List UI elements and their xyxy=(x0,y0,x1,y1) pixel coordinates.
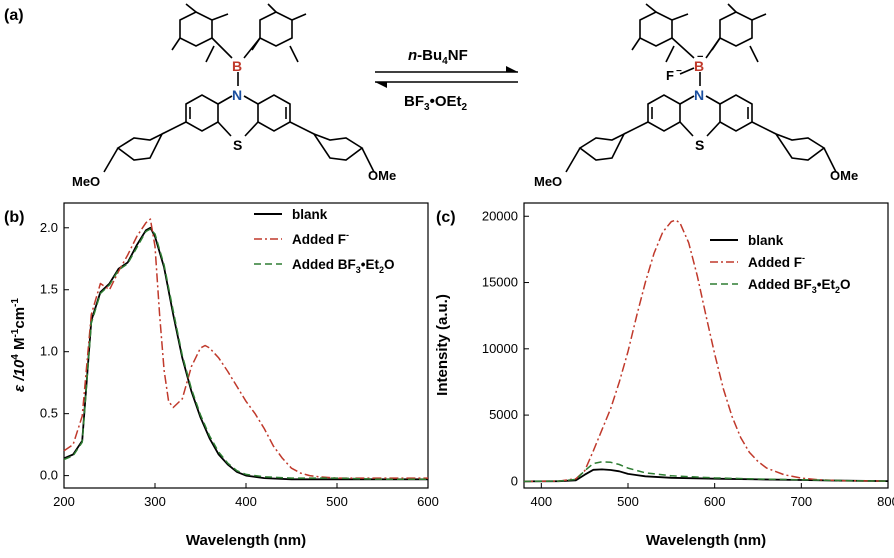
atom-nitrogen-left: N xyxy=(232,87,242,103)
molecule-left: B N S MeO OMe xyxy=(72,3,396,189)
y-tick-label-c-4: 20000 xyxy=(482,208,518,223)
legend-c-label-bf3: Added BF3•Et2O xyxy=(748,277,851,295)
legend-b-label-f: Added F- xyxy=(292,230,349,247)
legend-c: blank Added F- Added BF3•Et2O xyxy=(710,233,851,295)
fluorine-charge: − xyxy=(676,66,682,77)
methoxy-right-a: OMe xyxy=(368,168,396,183)
y-tick-label-b-0: 0.0 xyxy=(40,468,58,483)
methoxy-right-b: OMe xyxy=(830,168,858,183)
panel-label-b: (b) xyxy=(4,209,24,226)
x-tick-label-b-3: 500 xyxy=(326,494,348,509)
equilibrium-arrows xyxy=(375,66,518,88)
panel-label-a: (a) xyxy=(4,7,24,24)
boron-charge: − xyxy=(697,51,703,63)
x-axis-title-b: Wavelength (nm) xyxy=(186,532,306,549)
legend-c-label-blank: blank xyxy=(748,233,784,248)
reagent-forward: n-Bu4NF xyxy=(408,47,468,67)
legend-b-label-blank: blank xyxy=(292,207,328,222)
atom-sulfur-right: S xyxy=(695,137,704,153)
plot-frame-c xyxy=(523,202,889,489)
y-tick-label-c-0: 0 xyxy=(511,473,518,488)
atom-nitrogen-right: N xyxy=(694,87,704,103)
y-axis-title-b: ε /104 M-1cm-1 xyxy=(10,298,28,392)
molecule-right: B − F − N S MeO OMe xyxy=(534,3,858,189)
reaction-scheme: B N S MeO OMe n-Bu4NF BF3•OEt2 xyxy=(72,3,858,189)
series-line-b-0 xyxy=(63,226,428,481)
panel-label-c: (c) xyxy=(436,209,456,226)
series-line-b-2 xyxy=(63,228,428,481)
chart-emission: 400 500 600 700 800 0 5000 10000 15000 20000 Wave… xyxy=(434,202,894,549)
chart-absorption: 200 300 400 500 600 0.0 0.5 1.0 1.5 2.0 Wavelengt… xyxy=(10,202,439,549)
y-tick-label-b-1: 0.5 xyxy=(40,406,58,421)
methoxy-left-b: MeO xyxy=(534,174,562,189)
legend-b-label-bf3: Added BF3•Et2O xyxy=(292,257,395,275)
x-tick-label-b-2: 400 xyxy=(235,494,257,509)
reagent-reverse: BF3•OEt2 xyxy=(404,93,468,113)
y-axis-title-c: Intensity (a.u.) xyxy=(434,294,451,396)
series-line-c-0 xyxy=(523,468,889,483)
y-tick-label-c-2: 10000 xyxy=(482,341,518,356)
atom-fluorine: F xyxy=(666,68,674,83)
series-line-c-1 xyxy=(523,219,889,483)
y-tick-label-b-2: 1.0 xyxy=(40,344,58,359)
x-tick-label-c-4: 800 xyxy=(877,494,894,509)
atom-boron-left: B xyxy=(232,58,242,74)
y-tick-label-b-3: 1.5 xyxy=(40,282,58,297)
methoxy-left-a: MeO xyxy=(72,174,100,189)
x-tick-label-c-1: 500 xyxy=(617,494,639,509)
x-tick-label-b-0: 200 xyxy=(53,494,75,509)
atom-boron-right: B xyxy=(694,58,704,74)
atom-sulfur-left: S xyxy=(233,137,242,153)
y-tick-label-c-3: 15000 xyxy=(482,275,518,290)
x-tick-label-c-0: 400 xyxy=(530,494,552,509)
y-tick-label-b-4: 2.0 xyxy=(40,220,58,235)
x-tick-label-b-4: 600 xyxy=(417,494,439,509)
series-line-c-2 xyxy=(523,461,889,483)
x-tick-label-c-2: 600 xyxy=(704,494,726,509)
legend-c-label-f: Added F- xyxy=(748,253,805,270)
y-tick-label-c-1: 5000 xyxy=(489,407,518,422)
x-axis-title-c: Wavelength (nm) xyxy=(646,532,766,549)
x-tick-label-b-1: 300 xyxy=(144,494,166,509)
series-line-b-1 xyxy=(63,218,428,479)
legend-b: blank Added F- Added BF3•Et2O xyxy=(254,207,395,275)
x-tick-label-c-3: 700 xyxy=(790,494,812,509)
plot-frame-b xyxy=(63,202,429,489)
